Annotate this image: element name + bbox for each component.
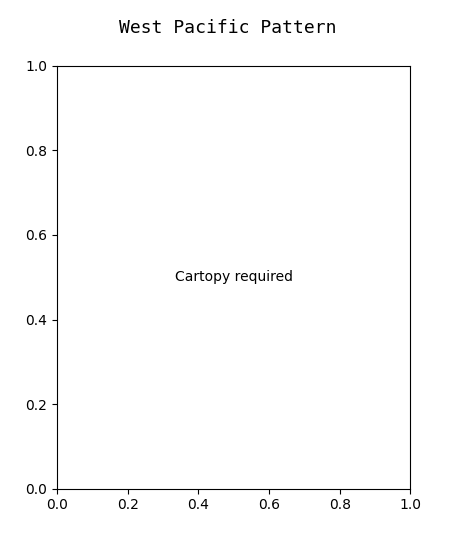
- Text: Cartopy required: Cartopy required: [174, 270, 292, 284]
- Text: West Pacific Pattern: West Pacific Pattern: [119, 19, 336, 37]
